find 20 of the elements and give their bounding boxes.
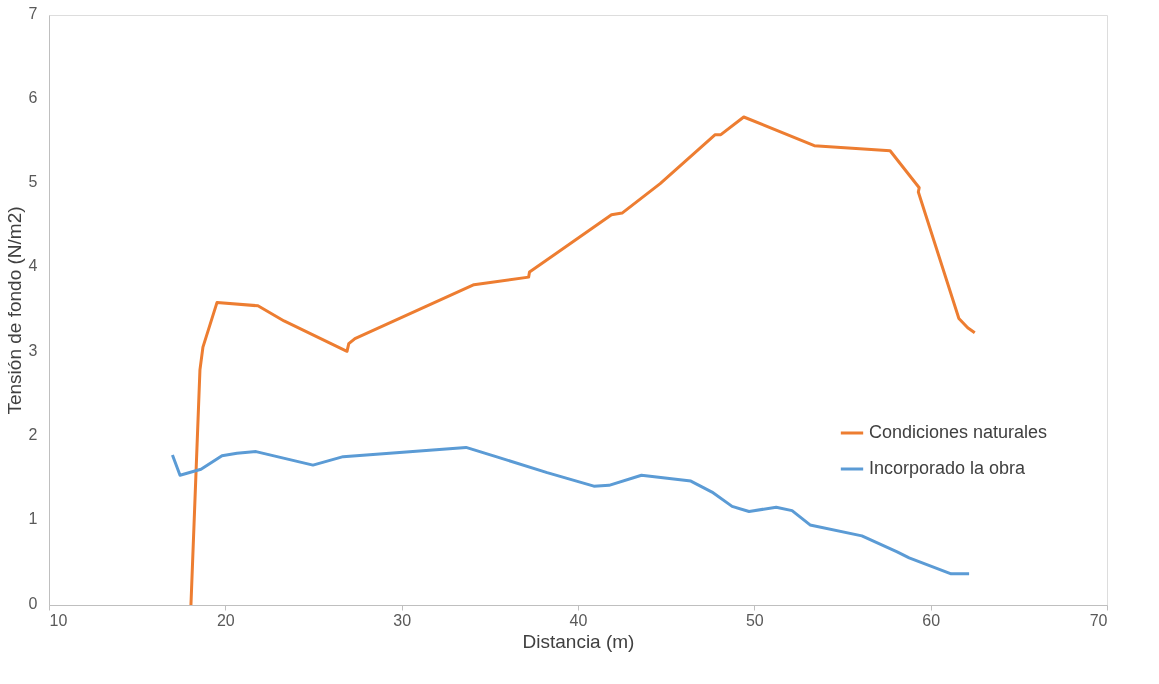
legend-label: Condiciones naturales bbox=[869, 422, 1048, 442]
line-series bbox=[170, 445, 971, 576]
y-tick-label: 3 bbox=[28, 341, 38, 359]
x-tick-label: 50 bbox=[745, 611, 764, 629]
x-tick-label: 10 bbox=[49, 611, 68, 629]
y-tick-label: 1 bbox=[28, 510, 38, 528]
legend-label: Incorporado la obra bbox=[869, 458, 1027, 478]
y-tick-label: 4 bbox=[28, 257, 38, 275]
x-tick-label: 70 bbox=[1089, 611, 1108, 629]
x-tick-label: 40 bbox=[569, 611, 588, 629]
y-tick-label: 6 bbox=[28, 88, 38, 106]
x-tick-label: 20 bbox=[216, 611, 235, 629]
y-tick-label: 7 bbox=[28, 4, 38, 22]
y-tick-label: 2 bbox=[28, 425, 38, 443]
x-axis-title: Distancia (m) bbox=[522, 630, 635, 652]
x-tick-label: 60 bbox=[922, 611, 941, 629]
x-tick-label: 30 bbox=[393, 611, 412, 629]
y-axis-title: Tensión de fondo (N/m2) bbox=[3, 206, 25, 415]
y-tick-label: 0 bbox=[28, 594, 38, 612]
y-tick-label: 5 bbox=[28, 173, 38, 191]
